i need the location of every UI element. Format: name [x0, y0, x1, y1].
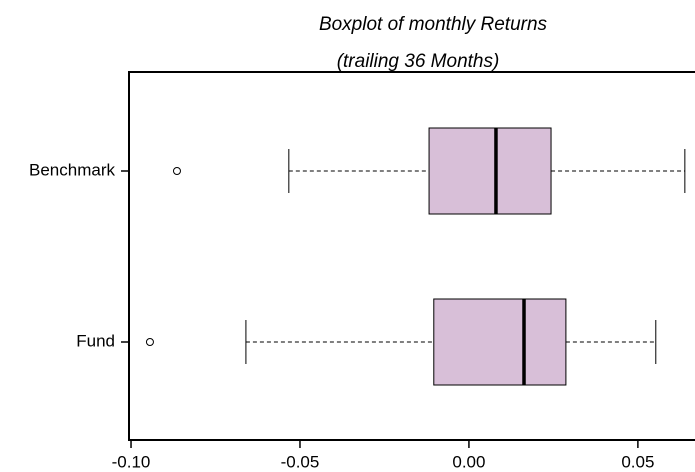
y-tick-label: Benchmark: [29, 160, 115, 179]
chart-title: Boxplot of monthly Returns: [319, 14, 548, 35]
box: [433, 298, 567, 386]
x-tick-label: 0.05: [621, 452, 654, 471]
y-tick-label: Fund: [76, 331, 115, 350]
outlier: [172, 167, 181, 175]
outlier: [145, 338, 154, 346]
x-tick-label: 0.00: [452, 452, 485, 471]
x-tick-label: -0.05: [281, 452, 320, 471]
box: [428, 127, 552, 215]
x-tick-label: -0.10: [112, 452, 151, 471]
chart-subtitle: (trailing 36 Months): [337, 51, 500, 72]
plot-frame: [128, 71, 695, 441]
